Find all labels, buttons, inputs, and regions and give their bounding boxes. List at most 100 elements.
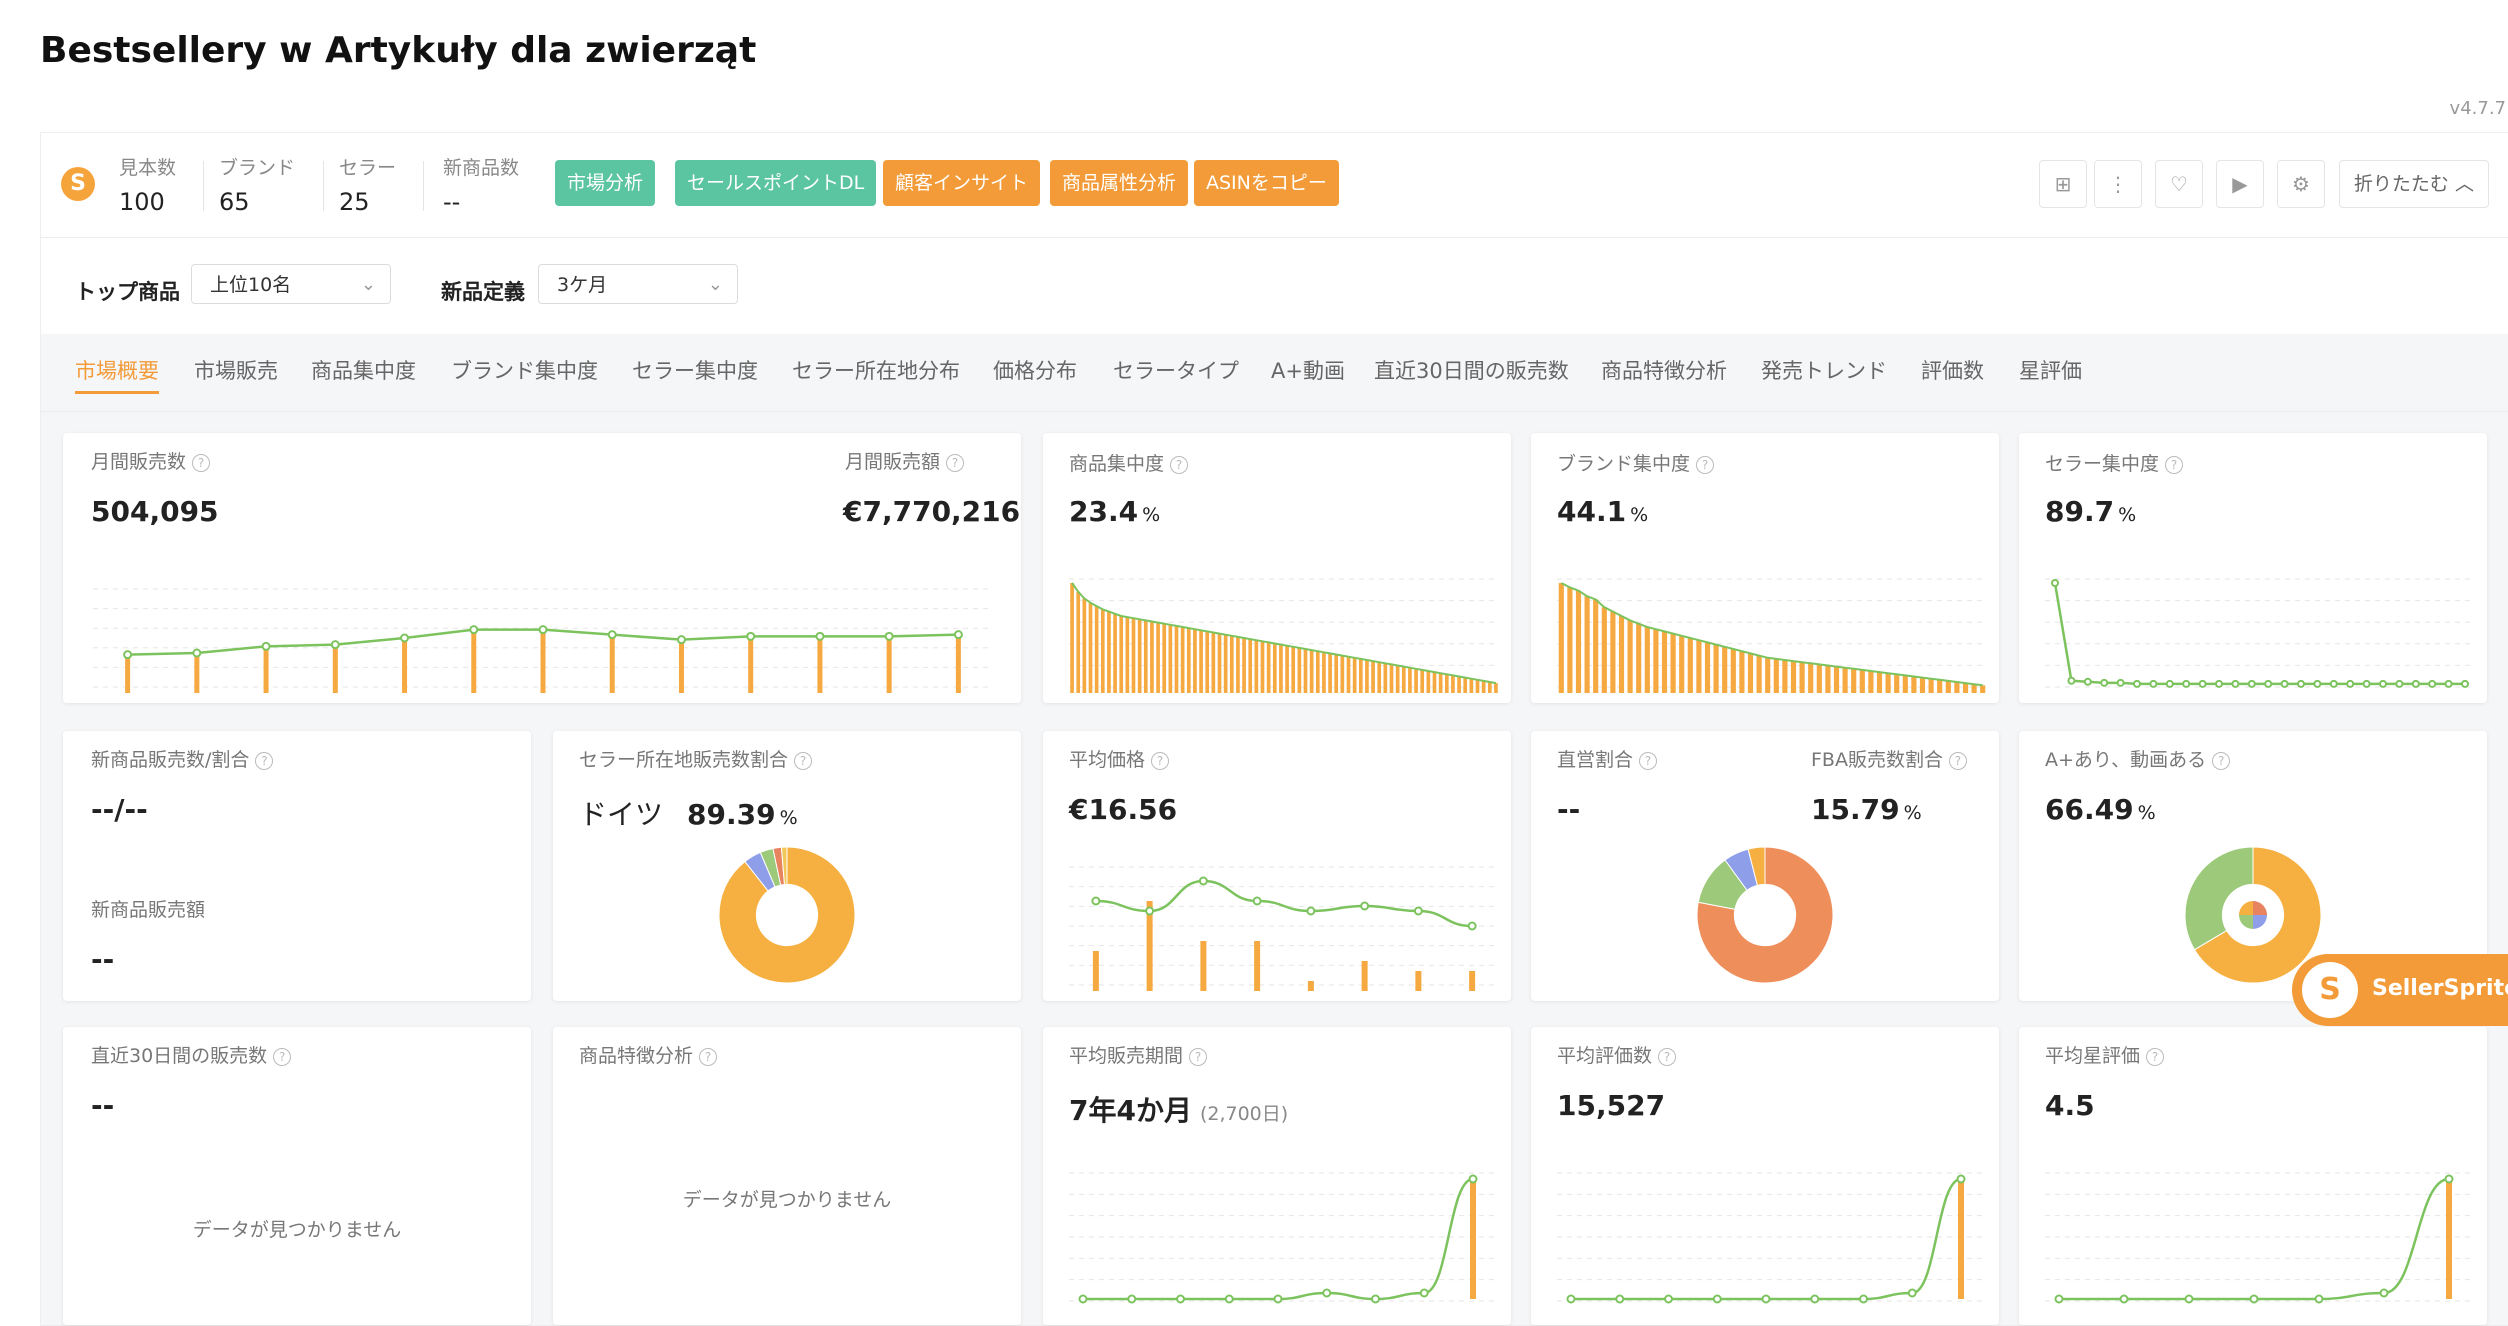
- chart-bar: [1457, 676, 1461, 693]
- help-icon[interactable]: ?: [794, 751, 813, 770]
- chart-bar: [1894, 674, 1900, 693]
- chart-bar: [1395, 665, 1400, 693]
- chart-bar: [194, 653, 200, 693]
- chart-bar: [1636, 623, 1642, 693]
- heart-icon[interactable]: ♡: [2155, 160, 2203, 208]
- chart-point: [2198, 679, 2207, 688]
- chart-bar: [1229, 635, 1234, 693]
- chart-bar: [1119, 616, 1124, 693]
- chart-bar: [1137, 619, 1142, 693]
- chart-bar: [1747, 653, 1754, 693]
- card-avg-price: 平均価格? €16.56: [1043, 731, 1511, 1001]
- card-value: 23.4%: [1069, 495, 1160, 528]
- tab-brand-concentration[interactable]: ブランド集中度: [451, 359, 598, 383]
- help-icon[interactable]: ?: [2165, 455, 2184, 474]
- sales-points-dl-button[interactable]: セールスポイントDL: [675, 160, 877, 206]
- help-icon[interactable]: ?: [1189, 1047, 1208, 1066]
- card-new-products: 新商品販売数/割合? --/-- 新商品販売額 --: [63, 731, 531, 1001]
- help-icon[interactable]: ?: [1151, 751, 1170, 770]
- grid-icon[interactable]: ⊞: [2039, 160, 2087, 208]
- chart-bar: [1100, 609, 1105, 693]
- tab-aplus-video[interactable]: A+動画: [1271, 359, 1345, 383]
- more-icon[interactable]: ⋮: [2094, 160, 2142, 208]
- chart-point: [2461, 679, 2469, 688]
- product-attribute-button[interactable]: 商品属性分析: [1050, 160, 1189, 206]
- help-icon[interactable]: ?: [2146, 1047, 2165, 1066]
- card-title: FBA販売数割合?: [1811, 745, 1967, 772]
- card-title: セラー所在地販売数割合?: [579, 745, 813, 772]
- help-icon[interactable]: ?: [192, 453, 211, 472]
- chart-point: [2411, 679, 2420, 688]
- chart-bar: [1730, 649, 1736, 693]
- chart-point: [2444, 1174, 2454, 1184]
- chart-bar: [1704, 642, 1711, 693]
- chart-point: [1810, 1294, 1820, 1304]
- help-icon[interactable]: ?: [1658, 1047, 1677, 1066]
- video-icon[interactable]: ▶: [2216, 160, 2264, 208]
- tab-seller-location[interactable]: セラー所在地分布: [792, 359, 960, 383]
- chart-bar: [1146, 901, 1153, 991]
- help-icon[interactable]: ?: [699, 1047, 718, 1066]
- market-analysis-button[interactable]: 市場分析: [555, 160, 656, 206]
- chart-bar: [1426, 671, 1431, 693]
- tab-recent-30-days[interactable]: 直近30日間の販売数: [1374, 359, 1569, 383]
- help-icon[interactable]: ?: [1170, 455, 1189, 474]
- donut-slice: [1696, 846, 1834, 984]
- help-icon[interactable]: ?: [1639, 751, 1658, 770]
- chart-bar: [1125, 617, 1130, 693]
- chart-bar: [1070, 583, 1074, 693]
- help-icon[interactable]: ?: [273, 1047, 292, 1066]
- tab-seller-concentration[interactable]: セラー集中度: [632, 359, 758, 383]
- card-title: 新商品販売額: [91, 899, 206, 921]
- avg-rating-chart: [2045, 1172, 2475, 1304]
- chart-bar: [1627, 620, 1633, 693]
- help-icon[interactable]: ?: [946, 453, 965, 472]
- tab-market-sales[interactable]: 市場販売: [194, 359, 278, 383]
- chart-bar: [1618, 616, 1625, 693]
- tab-star-rating[interactable]: 星評価: [2019, 359, 2082, 383]
- tab-seller-type[interactable]: セラータイプ: [1113, 359, 1239, 383]
- help-icon[interactable]: ?: [1948, 751, 1967, 770]
- value-number: 23.4: [1069, 495, 1139, 528]
- chart-line: [1071, 582, 1497, 685]
- tab-feature-analysis[interactable]: 商品特徴分析: [1601, 359, 1727, 383]
- tab-price-distribution[interactable]: 価格分布: [993, 359, 1077, 383]
- chart-bar: [1200, 941, 1207, 991]
- help-icon[interactable]: ?: [255, 751, 274, 770]
- chart-point: [1615, 1294, 1625, 1304]
- chart-bar: [1303, 649, 1308, 693]
- chart-bar: [1610, 611, 1616, 693]
- chart-bar: [1799, 662, 1805, 693]
- help-icon[interactable]: ?: [1696, 455, 1715, 474]
- tab-launch-trend[interactable]: 発売トレンド: [1761, 359, 1887, 383]
- customer-insight-button[interactable]: 顧客インサイト: [883, 160, 1041, 206]
- collapse-button[interactable]: 折りたたむ ︿: [2338, 160, 2489, 208]
- chart-bar: [609, 634, 615, 693]
- card-title-text: 平均星評価: [2045, 1045, 2141, 1067]
- card-title-text: 直近30日間の販売数: [91, 1045, 268, 1067]
- tab-review-count[interactable]: 評価数: [1921, 359, 1984, 383]
- chart-bar: [1143, 620, 1148, 693]
- chart-bar: [1713, 644, 1719, 693]
- help-icon[interactable]: ?: [2212, 751, 2231, 770]
- top-products-select[interactable]: 上位10名 ⌄: [191, 264, 391, 304]
- chart-bar: [1236, 636, 1240, 693]
- value-number: 89.7: [2045, 495, 2115, 528]
- chart-point: [1413, 906, 1423, 916]
- tab-product-concentration[interactable]: 商品集中度: [311, 359, 416, 383]
- country-name: ドイツ: [579, 798, 664, 831]
- new-definition-select[interactable]: 3ケ月 ⌄: [538, 264, 738, 304]
- stat-label: ブランド: [219, 157, 296, 179]
- chart-point: [2329, 679, 2338, 688]
- chart-bar: [1593, 599, 1599, 693]
- chart-bar: [1971, 684, 1977, 693]
- chart-bar: [1470, 1179, 1476, 1299]
- sellersprite-badge[interactable]: S SellerSprite: [2292, 954, 2508, 1026]
- card-feature-analysis: 商品特徴分析? データが見つかりません: [553, 1027, 1021, 1325]
- chart-bar: [1358, 658, 1363, 693]
- copy-asin-button[interactable]: ASINをコピー: [1194, 160, 1339, 206]
- tab-market-overview[interactable]: 市場概要: [75, 355, 159, 394]
- chevron-up-icon: ︿: [2454, 173, 2474, 195]
- chart-bar: [1420, 669, 1425, 693]
- settings-icon[interactable]: ⚙: [2277, 160, 2325, 208]
